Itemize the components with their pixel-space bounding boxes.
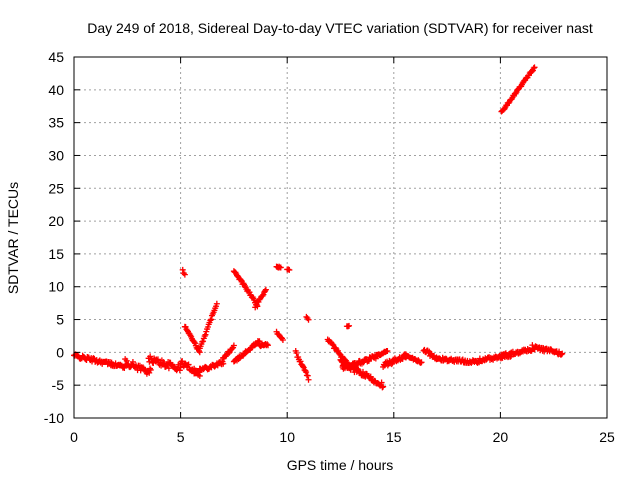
- data-point: [505, 100, 512, 107]
- y-tick-label: 15: [48, 246, 64, 262]
- data-point: [200, 338, 207, 345]
- data-point: [165, 365, 172, 372]
- y-tick-label: 10: [48, 279, 64, 295]
- x-tick-label: 15: [386, 429, 402, 445]
- data-point: [338, 357, 345, 364]
- axis-ticks: 0 5 10 15 20 25 -10 -5 0 5 10 15 20 25 30 35 40 45: [44, 49, 615, 445]
- data-point: [559, 350, 566, 357]
- data-point: [264, 341, 271, 348]
- data-points: [71, 64, 566, 391]
- data-point: [225, 349, 232, 356]
- y-tick-label: 0: [56, 344, 64, 360]
- data-point: [207, 317, 214, 324]
- data-point: [179, 358, 186, 365]
- x-tick-label: 5: [177, 429, 185, 445]
- data-point: [196, 372, 203, 379]
- data-point: [265, 342, 272, 349]
- data-point: [255, 339, 262, 346]
- x-tick-label: 25: [599, 429, 615, 445]
- data-point: [299, 363, 306, 370]
- y-tick-label: 30: [48, 147, 64, 163]
- data-point: [329, 341, 336, 348]
- data-point: [378, 379, 385, 386]
- x-tick-label: 0: [70, 429, 78, 445]
- data-point: [185, 361, 192, 368]
- data-point: [367, 373, 374, 380]
- data-point: [262, 286, 269, 293]
- x-tick-label: 10: [279, 429, 295, 445]
- data-point: [123, 357, 130, 364]
- y-tick-label: 5: [56, 312, 64, 328]
- data-point: [202, 331, 209, 338]
- data-point: [380, 383, 387, 390]
- data-point: [346, 322, 353, 329]
- y-tick-label: 35: [48, 115, 64, 131]
- data-point: [303, 369, 310, 376]
- data-point: [220, 360, 227, 367]
- data-point: [359, 368, 366, 375]
- data-point: [129, 358, 136, 365]
- data-point: [208, 316, 215, 323]
- chart-title: Day 249 of 2018, Sidereal Day-to-day VTE…: [87, 20, 593, 36]
- data-point: [418, 359, 425, 366]
- data-point: [293, 349, 300, 356]
- plot-frame: [73, 56, 608, 419]
- y-tick-label: -5: [52, 377, 65, 393]
- data-point: [286, 266, 293, 273]
- data-point: [277, 264, 284, 271]
- data-point: [304, 372, 311, 379]
- data-point: [237, 277, 244, 284]
- data-point: [530, 65, 537, 72]
- y-tick-label: 40: [48, 82, 64, 98]
- data-point: [147, 366, 154, 373]
- data-point: [531, 64, 538, 71]
- data-point: [246, 289, 253, 296]
- data-point: [176, 367, 183, 374]
- data-point: [305, 376, 312, 383]
- data-point: [259, 292, 266, 299]
- x-axis-label: GPS time / hours: [287, 457, 394, 473]
- data-point: [230, 342, 237, 349]
- y-axis-label: SDTVAR / TECUs: [5, 182, 21, 294]
- data-point: [379, 384, 386, 391]
- data-point: [195, 369, 202, 376]
- data-point: [213, 300, 220, 307]
- y-tick-label: 20: [48, 213, 64, 229]
- y-tick-label: 45: [48, 49, 64, 65]
- data-point: [372, 355, 379, 362]
- data-point: [154, 356, 161, 363]
- data-point: [279, 336, 286, 343]
- data-point: [558, 351, 565, 358]
- data-point: [181, 271, 188, 278]
- data-point: [529, 342, 536, 349]
- x-tick-label: 20: [493, 429, 509, 445]
- data-point: [297, 358, 304, 365]
- data-point: [384, 348, 391, 355]
- data-point: [179, 266, 186, 273]
- y-tick-label: -10: [44, 410, 64, 426]
- data-point: [305, 316, 312, 323]
- y-tick-label: 25: [48, 180, 64, 196]
- data-point: [191, 339, 198, 346]
